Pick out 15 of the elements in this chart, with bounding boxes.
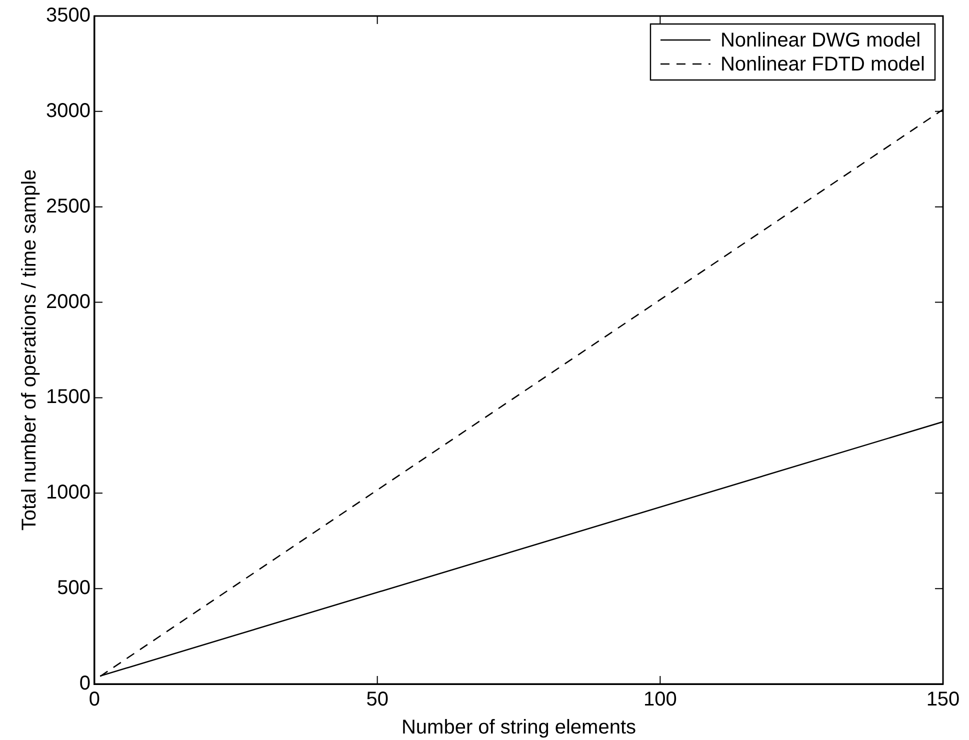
legend-label: Nonlinear FDTD model bbox=[720, 54, 926, 76]
y-tick-label: 0 bbox=[79, 672, 90, 695]
x-tick-label: 50 bbox=[366, 688, 388, 711]
x-axis-title: Number of string elements bbox=[401, 716, 636, 739]
y-tick-label: 2000 bbox=[46, 290, 90, 313]
y-tick-label: 1500 bbox=[46, 386, 90, 408]
y-tick-label: 3000 bbox=[46, 100, 90, 122]
x-tick-label: 150 bbox=[926, 688, 960, 711]
x-tick-label: 100 bbox=[643, 688, 677, 711]
y-axis-title: Total number of operations / time sample bbox=[18, 169, 41, 531]
y-tick-label: 500 bbox=[57, 577, 90, 600]
y-tick-label: 1000 bbox=[46, 482, 90, 504]
y-tick-label: 3500 bbox=[46, 4, 90, 27]
y-tick-label: 2500 bbox=[46, 195, 90, 218]
legend-label: Nonlinear DWG model bbox=[720, 30, 921, 52]
